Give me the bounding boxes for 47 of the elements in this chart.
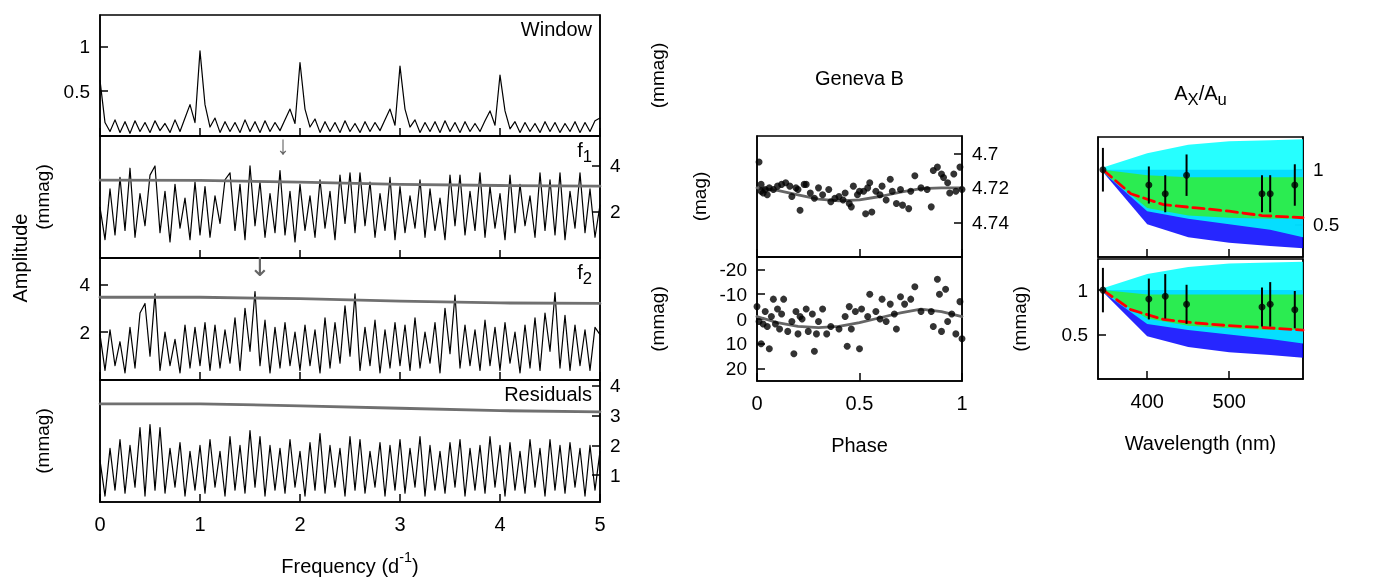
x-axis-title: Wavelength (nm) — [1124, 432, 1277, 454]
y-tick-label: 10 — [725, 333, 747, 355]
y-axis-title: (mag) — [689, 171, 711, 222]
x-tick-label: 0.5 — [845, 392, 874, 414]
x-tick-label: 5 — [594, 513, 606, 535]
y-tick-label: 0 — [736, 308, 747, 330]
x-tick-label: 1 — [194, 513, 206, 535]
y-tick-label: 1 — [79, 35, 90, 57]
y2-tick-label: 1 — [610, 464, 621, 486]
y-tick-label: -20 — [719, 258, 747, 280]
y-axis-title: (mmag) — [32, 164, 54, 230]
chart-title: A$_{X}$/A$_{u}$ — [1173, 81, 1228, 110]
annotation: ↓ — [276, 130, 290, 162]
x-axis-title: Phase — [831, 434, 888, 456]
y-tick-label: -10 — [719, 283, 747, 305]
x-tick-label: 0 — [751, 392, 763, 414]
y2-axis-title: (mmag) — [646, 42, 668, 109]
annotation: ↓ — [249, 252, 271, 283]
y2-tick-label: 4.74 — [972, 211, 1010, 233]
y2-tick-label: 4 — [610, 155, 621, 177]
y2-tick-label: 4.72 — [972, 177, 1009, 199]
y2-tick-label: 2 — [610, 201, 621, 223]
x-tick-label: 400 — [1130, 390, 1164, 412]
y-tick-label: 4 — [79, 273, 91, 295]
y-axis-title: (mmag) — [32, 408, 54, 474]
x-tick-label: 0 — [94, 513, 106, 535]
x-tick-label: 3 — [394, 513, 406, 535]
y2-tick-label: 4 — [610, 375, 621, 397]
chart-title: Residuals — [504, 382, 592, 406]
y2-axis-title: (mmag) — [646, 286, 668, 352]
chart-title: Geneva B — [814, 66, 905, 90]
chart-title: f$_{1}$ — [577, 138, 592, 167]
x-tick-label: 2 — [294, 513, 306, 535]
y2-tick-label: 2 — [610, 434, 621, 456]
x-tick-label: 500 — [1212, 390, 1246, 412]
y-tick-label: 20 — [725, 358, 747, 380]
y-tick-label: 2 — [79, 321, 90, 343]
y2-axis-title: (mmag) — [1008, 286, 1030, 352]
x-tick-label: 1 — [956, 392, 968, 414]
y2-tick-label: 0.5 — [1313, 213, 1340, 235]
y-tick-label: 0.5 — [63, 80, 90, 102]
chart-title: Window — [520, 17, 592, 41]
chart-title: f$_{2}$ — [577, 260, 592, 289]
text: Amplitude — [8, 213, 32, 303]
y2-tick-label: 1 — [1313, 159, 1324, 181]
y2-tick-label: 4.7 — [972, 142, 999, 164]
x-tick-label: 4 — [494, 513, 506, 535]
